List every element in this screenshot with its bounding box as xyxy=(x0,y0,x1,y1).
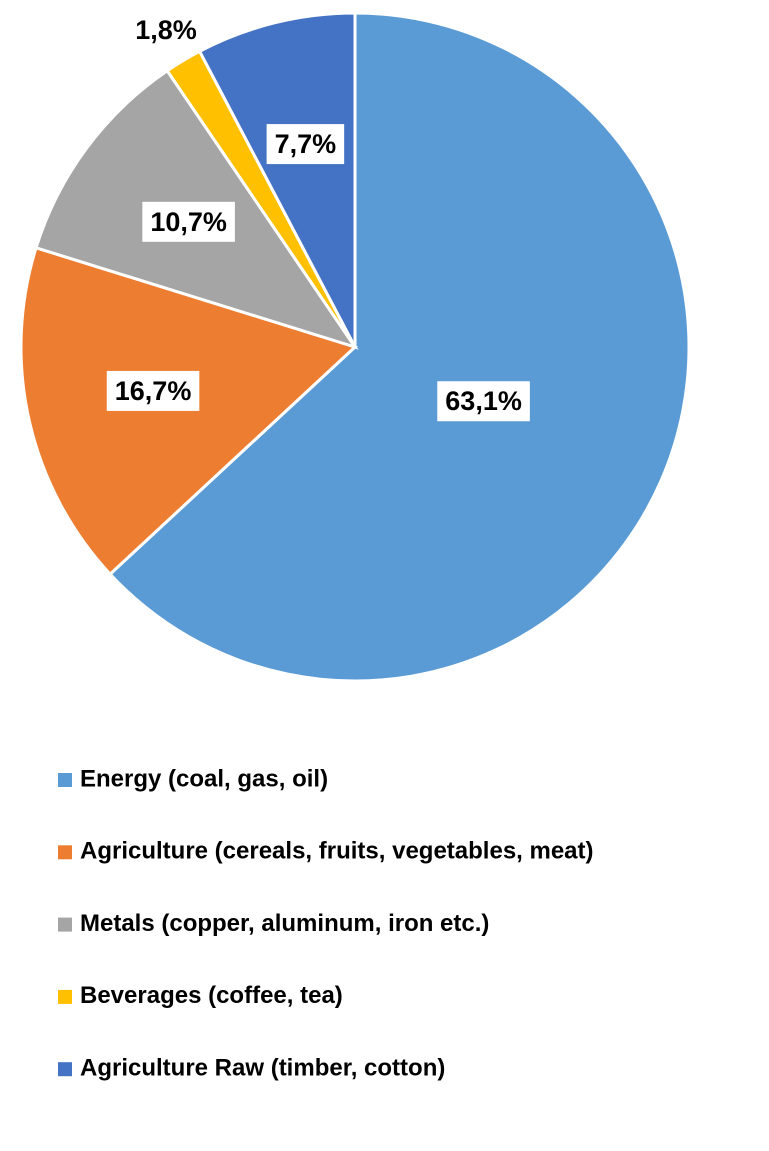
data-label: 7,7% xyxy=(275,129,337,159)
legend-swatch xyxy=(58,773,72,787)
legend-label: Metals (copper, aluminum, iron etc.) xyxy=(80,910,489,937)
data-label: 1,8% xyxy=(135,15,197,45)
legend-swatch xyxy=(58,989,72,1004)
data-label-box xyxy=(127,10,205,51)
legend-swatch xyxy=(58,1062,72,1077)
data-label-box xyxy=(142,201,235,242)
legend-label: Agriculture Raw (timber, cotton) xyxy=(80,1055,445,1082)
legend-swatch xyxy=(58,917,72,932)
legend-label: Energy (coal, gas, oil) xyxy=(80,765,328,792)
legend-label: Beverages (coffee, tea) xyxy=(80,982,343,1009)
pie-slice xyxy=(197,11,357,348)
legend-swatch xyxy=(58,845,72,860)
data-label-box xyxy=(266,124,345,165)
data-label: 63,1% xyxy=(445,386,522,416)
pie-slice xyxy=(107,11,691,683)
legend-label: Agriculture (cereals, fruits, vegetables… xyxy=(80,838,594,865)
pie-slice xyxy=(19,245,358,577)
data-label: 10,7% xyxy=(150,207,227,237)
data-label-box xyxy=(437,381,530,422)
data-label-box xyxy=(106,370,200,411)
data-label: 16,7% xyxy=(115,376,192,406)
